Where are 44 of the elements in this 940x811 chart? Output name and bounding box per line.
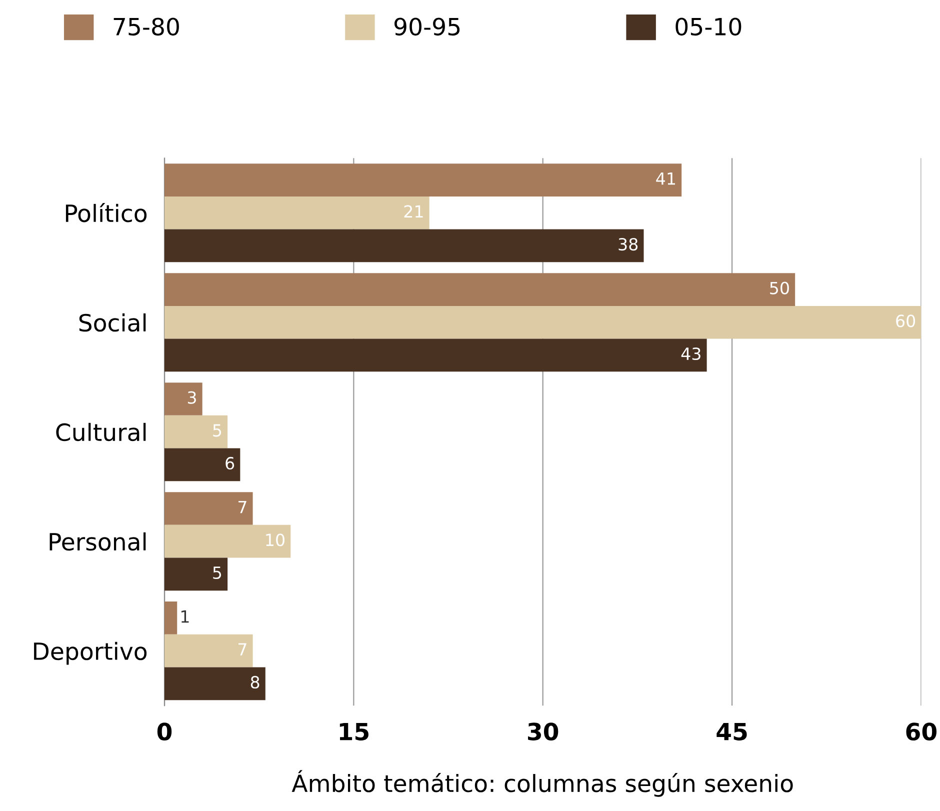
bar [164, 667, 266, 700]
data-label: 1 [181, 610, 189, 623]
y-tick-label: Deportivo [34, 642, 147, 665]
bar [164, 273, 796, 306]
x-tick-label: 30 [528, 722, 558, 741]
data-label: 5 [213, 424, 222, 437]
bar [164, 492, 253, 525]
x-tick-label: 0 [157, 722, 172, 741]
bar [164, 602, 178, 634]
y-tick-label: Político [66, 202, 147, 222]
data-label: 8 [250, 676, 260, 689]
bar [164, 196, 430, 230]
x-axis-title: Ámbito temático: columnas según sexenio [292, 770, 793, 797]
bar [164, 306, 922, 339]
y-tick-label: Cultural [56, 422, 146, 442]
legend-label: 05-10 [676, 18, 742, 36]
bar [164, 524, 291, 558]
data-label: 43 [681, 347, 700, 360]
bar [164, 558, 228, 591]
bar [164, 382, 202, 416]
legend-label: 90-95 [394, 18, 460, 36]
bar [164, 338, 707, 372]
data-label: 7 [238, 500, 246, 514]
y-tick-label: Personal [50, 532, 146, 551]
data-label: 50 [770, 282, 789, 294]
data-label: 41 [656, 172, 675, 185]
data-label: 60 [896, 314, 916, 328]
data-label: 10 [266, 534, 284, 546]
bar [164, 415, 228, 448]
data-label: 3 [188, 391, 196, 404]
data-label: 38 [618, 238, 638, 251]
x-tick-label: 15 [340, 722, 368, 741]
bar [164, 229, 644, 262]
x-tick-label: 60 [906, 722, 936, 741]
y-tick-label: Social [79, 313, 146, 332]
bar [164, 448, 240, 482]
data-label: 6 [226, 456, 234, 470]
legend-label: 75-80 [114, 18, 179, 36]
data-label: 21 [404, 205, 423, 218]
data-label: 7 [238, 643, 246, 656]
bar [164, 634, 253, 668]
data-label: 5 [213, 566, 222, 580]
x-tick-label: 45 [716, 722, 747, 741]
bar [164, 164, 682, 196]
